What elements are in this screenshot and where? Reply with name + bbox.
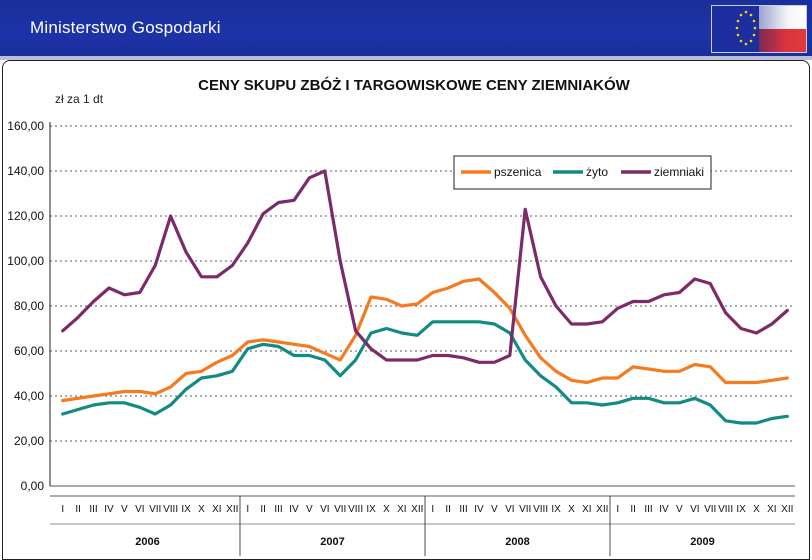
x-month-label: VII xyxy=(149,504,161,515)
chart-title: CENY SKUPU ZBÓŻ I TARGOWISKOWE CENY ZIEM… xyxy=(198,76,631,94)
y-tick-label: 100,00 xyxy=(7,254,44,268)
y-tick-label: 140,00 xyxy=(7,164,44,178)
x-month-label: II xyxy=(445,504,451,515)
x-month-label: XI xyxy=(582,504,591,515)
series-line-żyto xyxy=(61,320,789,425)
header-divider xyxy=(0,56,812,60)
x-month-label: IV xyxy=(659,504,669,515)
x-month-label: X xyxy=(198,504,205,515)
x-month-label: IX xyxy=(551,504,561,515)
x-year-label: 2006 xyxy=(135,536,159,548)
x-month-label: X xyxy=(568,504,575,515)
x-year-label: 2007 xyxy=(320,536,344,548)
x-year-label: 2008 xyxy=(505,536,529,548)
x-month-label: I xyxy=(61,504,64,515)
x-month-label: VIII xyxy=(163,504,178,515)
x-month-label: VII xyxy=(704,504,716,515)
poland-flag-white xyxy=(759,6,806,29)
x-month-label: VIII xyxy=(348,504,363,515)
x-month-label: III xyxy=(89,504,97,515)
series-line-ziemniaki xyxy=(61,169,789,364)
x-month-label: IV xyxy=(474,504,484,515)
x-month-label: VIII xyxy=(533,504,548,515)
y-tick-label: 60,00 xyxy=(14,344,44,358)
x-month-label: II xyxy=(260,504,266,515)
x-month-label: II xyxy=(75,504,81,515)
y-unit-label: zł za 1 dt xyxy=(55,92,104,106)
x-month-label: XI xyxy=(767,504,776,515)
y-tick-label: 160,00 xyxy=(7,119,44,133)
x-month-label: III xyxy=(274,504,282,515)
ministry-title: Ministerstwo Gospodarki xyxy=(30,18,221,37)
legend: pszenica żyto ziemniaki xyxy=(453,155,712,190)
y-tick-label: 40,00 xyxy=(14,389,44,403)
x-month-label: III xyxy=(644,504,652,515)
x-month-label: IX xyxy=(736,504,746,515)
x-month-label: VIII xyxy=(718,504,733,515)
y-tick-label: 0,00 xyxy=(21,479,45,493)
x-month-label: I xyxy=(616,504,619,515)
x-month-label: II xyxy=(630,504,636,515)
x-month-label: VI xyxy=(135,504,144,515)
y-tick-label: 120,00 xyxy=(7,209,44,223)
x-month-label: XI xyxy=(212,504,221,515)
series-line-pszenica xyxy=(61,277,789,403)
x-month-label: XII xyxy=(596,504,608,515)
chart-frame xyxy=(2,60,810,560)
legend-label: żyto xyxy=(586,165,608,179)
x-month-label: XII xyxy=(411,504,423,515)
x-month-label: III xyxy=(459,504,467,515)
data-series xyxy=(61,169,789,425)
x-month-label: XII xyxy=(781,504,793,515)
eu-stars-icon xyxy=(735,10,757,46)
x-month-label: IV xyxy=(289,504,299,515)
x-month-label: IX xyxy=(181,504,191,515)
legend-label: ziemniaki xyxy=(654,165,704,179)
y-axis-ticks: 0,00 20,00 40,00 60,00 80,00 100,00 120,00 140,… xyxy=(7,119,44,493)
x-month-label: XI xyxy=(397,504,406,515)
eu-flag-part xyxy=(712,6,759,52)
x-month-label: X xyxy=(753,504,760,515)
legend-label: pszenica xyxy=(494,165,542,179)
y-tick-label: 20,00 xyxy=(14,434,44,448)
poland-flag-red xyxy=(759,29,806,52)
x-month-label: XII xyxy=(226,504,238,515)
x-month-label: IX xyxy=(366,504,376,515)
x-axis: I II III IV V VI VII VIII IX X XI XII I II III IV V VI VII… xyxy=(50,495,795,556)
x-year-label: 2009 xyxy=(690,536,714,548)
x-month-label: V xyxy=(676,504,683,515)
x-month-label: VII xyxy=(519,504,531,515)
x-month-label: I xyxy=(431,504,434,515)
y-tick-label: 80,00 xyxy=(14,299,44,313)
x-month-label: V xyxy=(121,504,128,515)
x-month-label: VI xyxy=(320,504,329,515)
x-month-label: V xyxy=(491,504,498,515)
x-month-label: IV xyxy=(104,504,114,515)
x-month-label: I xyxy=(246,504,249,515)
x-month-label: V xyxy=(306,504,313,515)
x-month-label: VII xyxy=(334,504,346,515)
x-month-label: VI xyxy=(690,504,699,515)
eu-poland-flag-icon xyxy=(711,5,807,53)
header-bar: Ministerstwo Gospodarki xyxy=(0,0,812,56)
x-month-label: VI xyxy=(505,504,514,515)
x-month-label: X xyxy=(383,504,390,515)
